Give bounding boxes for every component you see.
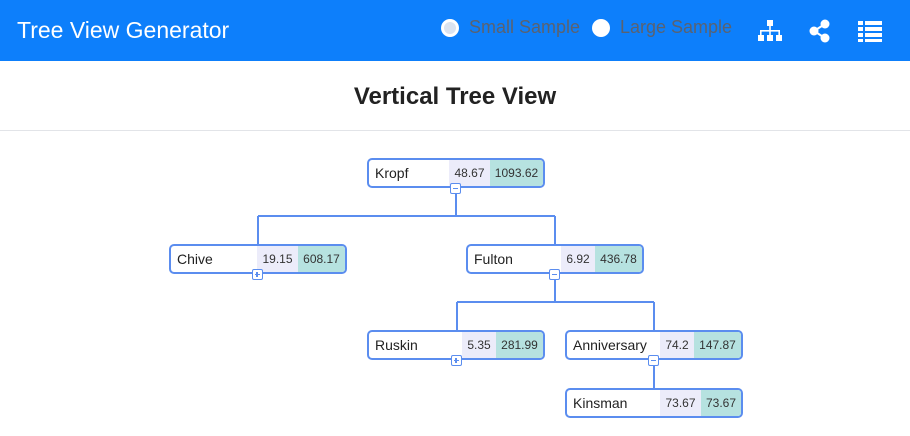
collapse-icon[interactable] bbox=[549, 269, 560, 280]
node-value-1: 73.67 bbox=[660, 390, 701, 416]
tree-node-kinsman[interactable]: Kinsman 73.67 73.67 bbox=[565, 388, 743, 418]
node-name: Anniversary bbox=[573, 337, 647, 353]
node-name: Ruskin bbox=[375, 337, 418, 353]
node-name: Kinsman bbox=[573, 395, 628, 411]
tree-node-ruskin[interactable]: Ruskin 5.35 281.99 bbox=[367, 330, 545, 360]
node-value-2: 1093.62 bbox=[490, 160, 543, 186]
node-value-2: 73.67 bbox=[701, 390, 741, 416]
tree-node-fulton[interactable]: Fulton 6.92 436.78 bbox=[466, 244, 644, 274]
large-sample-radio[interactable]: Large Sample bbox=[592, 17, 732, 38]
node-value-2: 281.99 bbox=[496, 332, 543, 358]
node-name: Chive bbox=[177, 251, 213, 267]
share-icon[interactable] bbox=[807, 18, 833, 44]
radio-unchecked-icon[interactable] bbox=[592, 18, 610, 37]
collapse-icon[interactable] bbox=[648, 355, 659, 366]
node-value-1: 74.2 bbox=[660, 332, 694, 358]
node-name: Kropf bbox=[375, 165, 409, 181]
node-value-2: 608.17 bbox=[298, 246, 345, 272]
app-title: Tree View Generator bbox=[17, 17, 230, 43]
collapse-icon[interactable] bbox=[450, 183, 461, 194]
node-value-1: 19.15 bbox=[257, 246, 298, 272]
title-bar bbox=[0, 61, 910, 131]
page-title: Vertical Tree View bbox=[353, 83, 557, 110]
radio-checked-icon[interactable] bbox=[441, 18, 459, 37]
node-value-1: 48.67 bbox=[449, 160, 490, 186]
expand-icon[interactable] bbox=[252, 269, 263, 280]
expand-icon[interactable] bbox=[451, 355, 462, 366]
node-value-2: 436.78 bbox=[595, 246, 642, 272]
large-sample-label[interactable]: Large Sample bbox=[620, 17, 733, 37]
node-value-1: 5.35 bbox=[462, 332, 496, 358]
app-header: Tree View Generator Small Sample Large S… bbox=[0, 0, 910, 61]
node-value-1: 6.92 bbox=[561, 246, 595, 272]
node-value-2: 147.87 bbox=[694, 332, 741, 358]
small-sample-label[interactable]: Small Sample bbox=[469, 17, 581, 37]
node-name: Fulton bbox=[474, 251, 513, 267]
sitemap-icon[interactable] bbox=[757, 18, 783, 44]
list-icon[interactable] bbox=[857, 18, 883, 44]
small-sample-radio[interactable]: Small Sample bbox=[441, 17, 580, 38]
